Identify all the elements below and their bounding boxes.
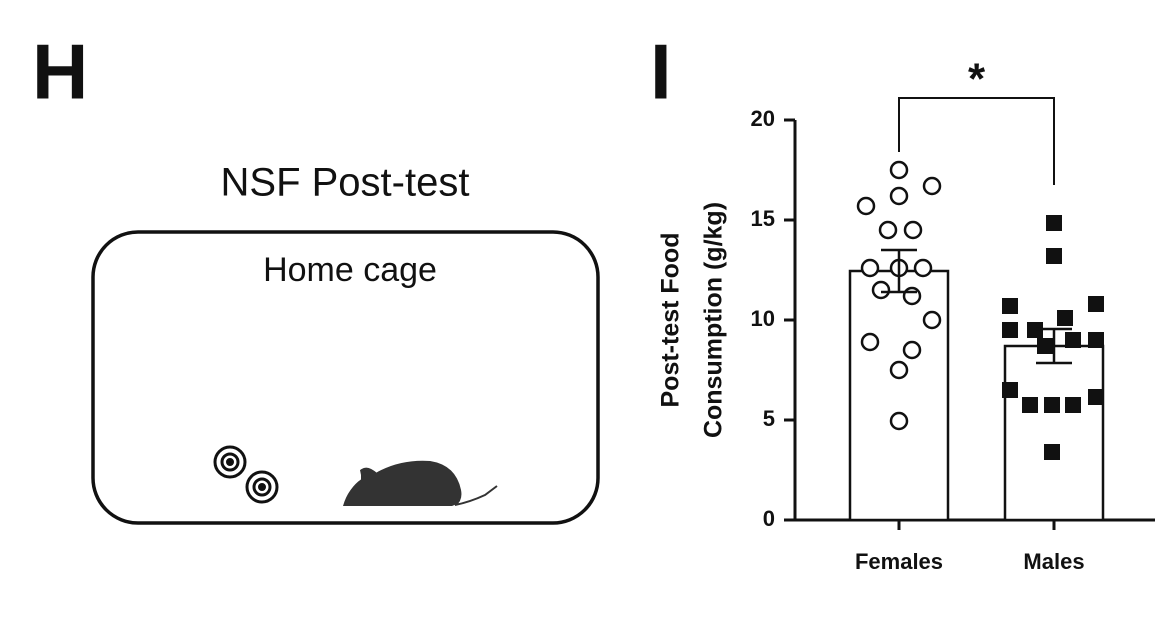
y-tick-label: 15 [751,206,775,231]
data-point [889,160,909,180]
data-point [1046,215,1062,231]
data-point [1065,332,1081,348]
data-point [1065,397,1081,413]
y-tick-label: 10 [751,306,775,331]
data-point [1044,397,1060,413]
data-point [902,286,922,306]
food-pellets [213,445,279,504]
x-tick-label: Males [1023,549,1084,574]
diagram-title: NSF Post-test [221,161,470,205]
data-point [871,280,891,300]
data-point [889,186,909,206]
data-point [1046,248,1062,264]
bar [848,269,950,522]
panel-label: H [32,28,88,116]
data-point [1002,298,1018,314]
data-point [1002,382,1018,398]
data-point [1037,338,1053,354]
significance-label: * [968,55,986,104]
data-point [1044,444,1060,460]
data-point [1057,310,1073,326]
x-tick-label: Females [855,549,943,574]
data-point [856,196,876,216]
y-tick-label: 20 [751,106,775,131]
significance-bracket [898,97,1055,185]
data-point [1088,332,1104,348]
bar [1003,344,1105,522]
data-point [902,340,922,360]
data-point [860,258,880,278]
data-point [1088,296,1104,312]
error-bar [881,248,917,294]
data-point [922,176,942,196]
data-point [1088,389,1104,405]
data-point [889,411,909,431]
y-axis-label: Consumption (g/kg) [700,202,728,438]
data-point [922,310,942,330]
data-point [889,360,909,380]
data-point [1027,322,1043,338]
data-point [1022,397,1038,413]
panel-label: I [650,28,672,116]
data-point [913,258,933,278]
data-point [1002,322,1018,338]
error-bar [1036,327,1072,365]
data-point [903,220,923,240]
cage [91,230,600,525]
y-tick-label: 0 [763,506,775,531]
data-point [860,332,880,352]
cage-label: Home cage [263,251,437,289]
data-point [878,220,898,240]
y-tick-label: 5 [763,406,775,431]
y-axis-label: Post-test Food [657,233,685,408]
mouse [343,461,462,506]
